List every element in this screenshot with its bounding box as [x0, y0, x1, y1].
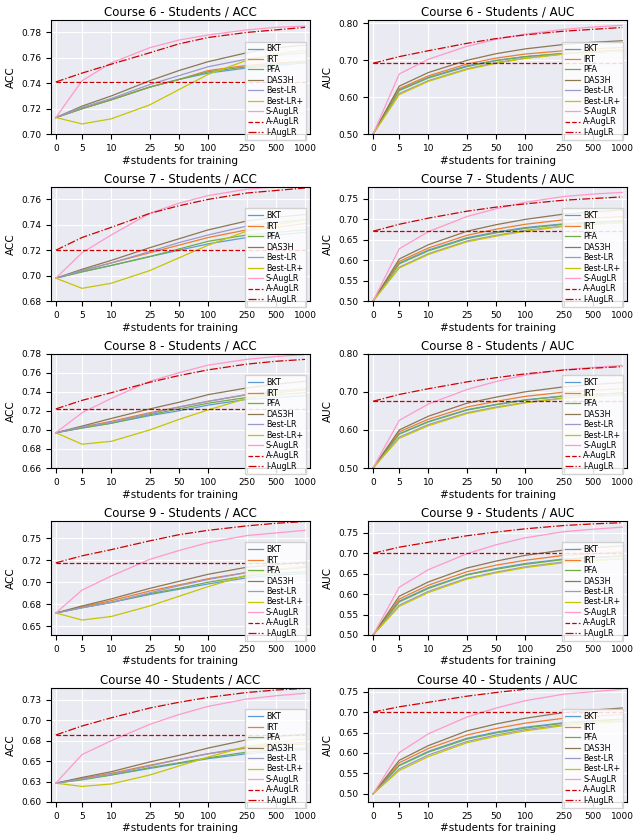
X-axis label: #students for training: #students for training — [122, 489, 239, 499]
Y-axis label: ACC: ACC — [6, 66, 15, 88]
Title: Course 8 - Students / ACC: Course 8 - Students / ACC — [104, 340, 257, 352]
Legend: BKT, IRT, PFA, DAS3H, Best-LR, Best-LR+, S-AugLR, A-AugLR, I-AugLR: BKT, IRT, PFA, DAS3H, Best-LR, Best-LR+,… — [563, 709, 623, 808]
X-axis label: #students for training: #students for training — [440, 489, 556, 499]
Title: Course 40 - Students / AUC: Course 40 - Students / AUC — [417, 674, 578, 686]
Title: Course 40 - Students / ACC: Course 40 - Students / ACC — [100, 674, 260, 686]
Title: Course 6 - Students / AUC: Course 6 - Students / AUC — [421, 6, 574, 18]
X-axis label: #students for training: #students for training — [122, 155, 239, 165]
Legend: BKT, IRT, PFA, DAS3H, Best-LR, Best-LR+, S-AugLR, A-AugLR, I-AugLR: BKT, IRT, PFA, DAS3H, Best-LR, Best-LR+,… — [245, 375, 306, 474]
Y-axis label: ACC: ACC — [6, 567, 15, 589]
Title: Course 9 - Students / ACC: Course 9 - Students / ACC — [104, 507, 257, 519]
Y-axis label: ACC: ACC — [6, 233, 15, 255]
Legend: BKT, IRT, PFA, DAS3H, Best-LR, Best-LR+, S-AugLR, A-AugLR, I-AugLR: BKT, IRT, PFA, DAS3H, Best-LR, Best-LR+,… — [563, 41, 623, 140]
Title: Course 9 - Students / AUC: Course 9 - Students / AUC — [421, 507, 574, 519]
Y-axis label: AUC: AUC — [323, 66, 333, 88]
Y-axis label: ACC: ACC — [6, 400, 15, 422]
X-axis label: #students for training: #students for training — [122, 656, 239, 666]
X-axis label: #students for training: #students for training — [122, 322, 239, 332]
Legend: BKT, IRT, PFA, DAS3H, Best-LR, Best-LR+, S-AugLR, A-AugLR, I-AugLR: BKT, IRT, PFA, DAS3H, Best-LR, Best-LR+,… — [563, 542, 623, 641]
Legend: BKT, IRT, PFA, DAS3H, Best-LR, Best-LR+, S-AugLR, A-AugLR, I-AugLR: BKT, IRT, PFA, DAS3H, Best-LR, Best-LR+,… — [245, 542, 306, 641]
X-axis label: #students for training: #students for training — [122, 823, 239, 833]
Legend: BKT, IRT, PFA, DAS3H, Best-LR, Best-LR+, S-AugLR, A-AugLR, I-AugLR: BKT, IRT, PFA, DAS3H, Best-LR, Best-LR+,… — [245, 208, 306, 307]
Title: Course 6 - Students / ACC: Course 6 - Students / ACC — [104, 6, 257, 18]
X-axis label: #students for training: #students for training — [440, 656, 556, 666]
Legend: BKT, IRT, PFA, DAS3H, Best-LR, Best-LR+, S-AugLR, A-AugLR, I-AugLR: BKT, IRT, PFA, DAS3H, Best-LR, Best-LR+,… — [563, 375, 623, 474]
X-axis label: #students for training: #students for training — [440, 155, 556, 165]
Legend: BKT, IRT, PFA, DAS3H, Best-LR, Best-LR+, S-AugLR, A-AugLR, I-AugLR: BKT, IRT, PFA, DAS3H, Best-LR, Best-LR+,… — [245, 709, 306, 808]
Y-axis label: ACC: ACC — [6, 734, 15, 756]
Y-axis label: AUC: AUC — [323, 233, 333, 255]
Legend: BKT, IRT, PFA, DAS3H, Best-LR, Best-LR+, S-AugLR, A-AugLR, I-AugLR: BKT, IRT, PFA, DAS3H, Best-LR, Best-LR+,… — [245, 41, 306, 140]
Title: Course 7 - Students / ACC: Course 7 - Students / ACC — [104, 173, 257, 185]
Y-axis label: AUC: AUC — [323, 734, 333, 756]
Title: Course 8 - Students / AUC: Course 8 - Students / AUC — [421, 340, 574, 352]
Y-axis label: AUC: AUC — [323, 567, 333, 589]
X-axis label: #students for training: #students for training — [440, 823, 556, 833]
Legend: BKT, IRT, PFA, DAS3H, Best-LR, Best-LR+, S-AugLR, A-AugLR, I-AugLR: BKT, IRT, PFA, DAS3H, Best-LR, Best-LR+,… — [563, 208, 623, 307]
X-axis label: #students for training: #students for training — [440, 322, 556, 332]
Y-axis label: AUC: AUC — [323, 400, 333, 422]
Title: Course 7 - Students / AUC: Course 7 - Students / AUC — [421, 173, 574, 185]
